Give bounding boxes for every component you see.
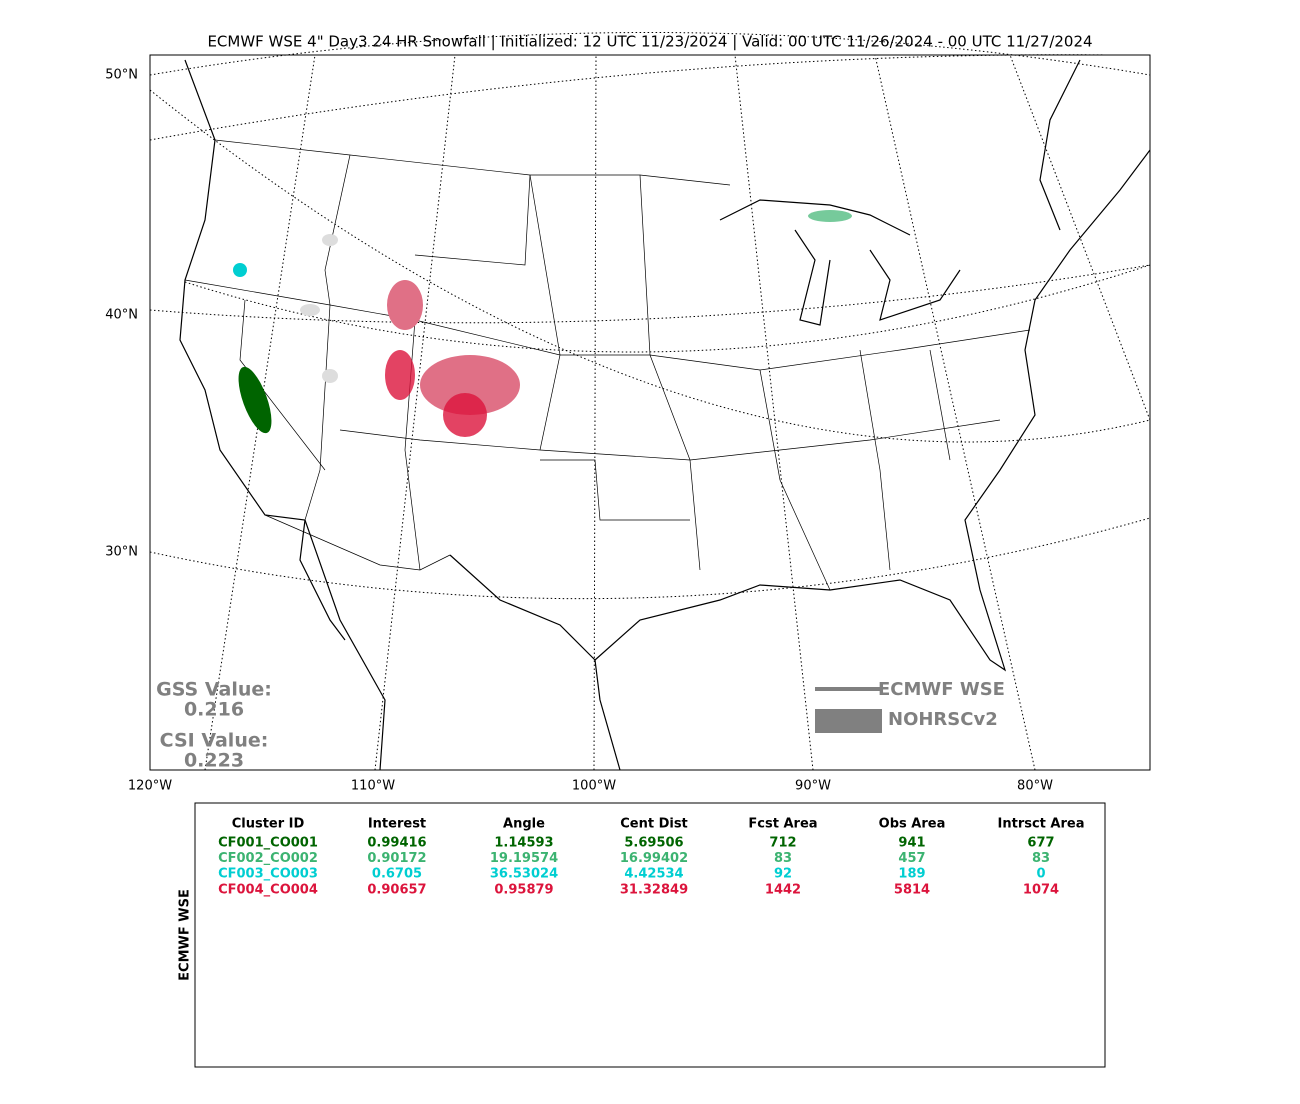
- cluster-area: [387, 280, 423, 330]
- graticule: [149, 32, 1151, 771]
- table-cell: 0.6705: [372, 867, 422, 882]
- column-header: Obs Area: [879, 817, 946, 832]
- gss-value: 0.216: [184, 699, 244, 721]
- column-header: Cluster ID: [232, 817, 305, 832]
- table-cell: 189: [898, 867, 925, 882]
- table-cell: 457: [898, 851, 925, 866]
- lat-label: 30°N: [105, 545, 138, 560]
- cluster-area: [443, 393, 487, 437]
- table-cell: 5.69506: [624, 836, 683, 851]
- legend-swatch: [815, 709, 882, 733]
- table-cell: 83: [774, 851, 792, 866]
- legend: ECMWF WSE NOHRSCv2: [815, 679, 1005, 733]
- column-header: Fcst Area: [748, 817, 817, 832]
- cluster-area: [300, 304, 320, 316]
- table-cell: 0.99416: [367, 836, 426, 851]
- table-cell: 92: [774, 867, 792, 882]
- lon-label: 80°W: [1017, 779, 1053, 794]
- scores: GSS Value: 0.216 CSI Value: 0.223: [156, 679, 272, 772]
- table-cell: 83: [1032, 851, 1050, 866]
- table-cell: 36.53024: [490, 867, 558, 882]
- cluster-area: [808, 210, 852, 222]
- table-cell: 941: [898, 836, 925, 851]
- table-cell: 1074: [1023, 882, 1059, 897]
- stats-table: ECMWF WSE Cluster ID Interest Angle Cent Di…: [178, 802, 1106, 1068]
- table-side-label: ECMWF WSE: [178, 889, 193, 981]
- table-cell: 19.19574: [490, 851, 558, 866]
- column-header: Angle: [503, 817, 545, 832]
- csi-value: 0.223: [184, 750, 244, 772]
- column-header: Intrsct Area: [998, 817, 1085, 832]
- cluster-area: [322, 234, 338, 246]
- cluster-area: [238, 366, 272, 434]
- column-header: Interest: [368, 817, 426, 832]
- table-cell: 677: [1027, 836, 1054, 851]
- table-frame: [194, 802, 1106, 1068]
- table-cell: 4.42534: [624, 867, 683, 882]
- cluster-area: [420, 355, 520, 415]
- table-cell: 0.90172: [367, 851, 426, 866]
- borders: [184, 139, 1031, 591]
- title: ECMWF WSE 4" Day3 24 HR Snowfall | Initi…: [207, 33, 1092, 51]
- table-cell: 712: [769, 836, 796, 851]
- lon-label: 110°W: [351, 779, 395, 794]
- legend-label: NOHRSCv2: [888, 709, 998, 730]
- cluster-area: [233, 263, 247, 277]
- lon-label: 100°W: [572, 779, 616, 794]
- table-cell: 1442: [765, 882, 801, 897]
- column-header: Cent Dist: [620, 817, 688, 832]
- lon-label: 120°W: [128, 779, 172, 794]
- map-frame: [149, 54, 1151, 771]
- table-cell: 0: [1036, 867, 1045, 882]
- table-cell: 31.32849: [620, 882, 688, 897]
- map: 50°N 40°N 30°N 120°W 110°W 100°W 90°W 80…: [105, 32, 1151, 794]
- table-cell: 5814: [894, 882, 930, 897]
- table-cell: CF001_CO001: [218, 836, 318, 851]
- lat-label: 40°N: [105, 308, 138, 323]
- gss-label: GSS Value:: [156, 679, 272, 701]
- table-cell: CF004_CO004: [218, 882, 318, 897]
- cluster-area: [322, 369, 338, 383]
- lat-label: 50°N: [105, 68, 138, 83]
- table-cell: 1.14593: [494, 836, 553, 851]
- coastline: [179, 59, 1151, 771]
- table-cell: CF002_CO002: [218, 851, 318, 866]
- csi-label: CSI Value:: [160, 730, 269, 752]
- lon-label: 90°W: [795, 779, 831, 794]
- snow-areas: [233, 210, 852, 437]
- table-cell: 0.90657: [367, 882, 426, 897]
- table-cell: 0.95879: [494, 882, 553, 897]
- cluster-area: [385, 350, 415, 400]
- table-cell: CF003_CO003: [218, 867, 318, 882]
- legend-label: ECMWF WSE: [878, 679, 1005, 700]
- table-cell: 16.99402: [620, 851, 688, 866]
